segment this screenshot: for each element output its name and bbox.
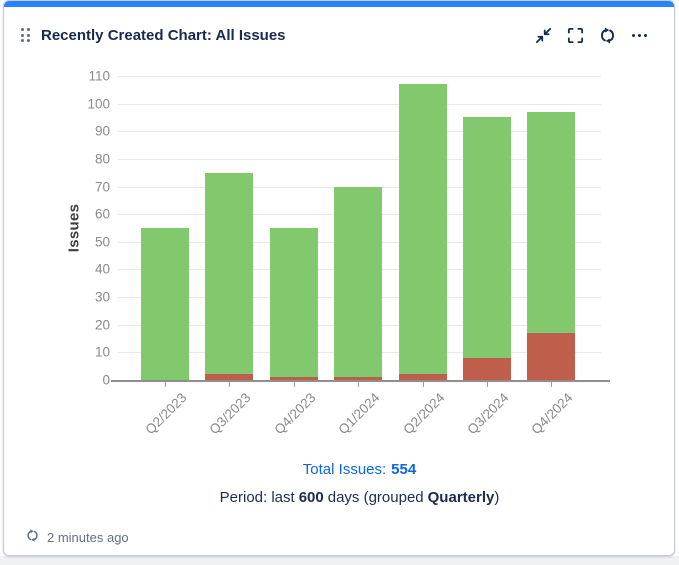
x-tick — [229, 382, 231, 387]
bar-segment-green[interactable] — [141, 228, 189, 380]
y-tick-label: 0 — [102, 372, 110, 388]
period-text: ) — [494, 489, 500, 506]
x-tick-label: Q1/2024 — [335, 390, 383, 438]
gadget-title: Recently Created Chart: All Issues — [41, 26, 286, 44]
ellipsis-icon — [631, 33, 647, 37]
x-tick-label: Q4/2024 — [528, 390, 576, 438]
total-issues-link[interactable]: Total Issues: 554 — [118, 461, 601, 478]
y-tick-label: 20 — [94, 317, 110, 333]
x-tick — [551, 382, 553, 387]
y-gridline — [118, 76, 601, 77]
x-tick — [165, 382, 166, 387]
period-grouping-value: Quarterly — [427, 489, 495, 506]
drag-handle-icon[interactable] — [21, 28, 30, 42]
period-text: days (grouped — [327, 489, 424, 506]
bar-segment-green[interactable] — [269, 228, 318, 378]
y-tick-label: 70 — [94, 179, 110, 195]
bar-segment-green[interactable] — [205, 172, 254, 375]
refresh-button[interactable] — [596, 24, 618, 46]
y-tick-label: 30 — [94, 289, 110, 305]
y-gridline — [118, 103, 601, 105]
bar-segment-red[interactable] — [334, 377, 383, 380]
gadget-header: Recently Created Chart: All Issues — [21, 22, 650, 48]
y-tick-label: 90 — [94, 123, 110, 139]
y-tick-label: 40 — [94, 261, 110, 277]
last-refreshed-status: 2 minutes ago — [25, 528, 129, 546]
chart-plot-area: Issues 0 10 20 30 40 50 60 70 80 90 100 110 Q2/2023 Q… — [4, 1, 674, 555]
y-gridline — [118, 131, 601, 133]
y-gridline — [118, 158, 601, 160]
last-refreshed-text: 2 minutes ago — [47, 529, 129, 545]
y-tick-label: 110 — [88, 68, 110, 84]
collapse-arrows-icon — [534, 26, 553, 45]
x-tick-label: Q3/2024 — [464, 390, 512, 438]
x-tick — [487, 382, 488, 387]
x-tick-label: Q4/2023 — [271, 390, 319, 438]
gadget-card: Recently Created Chart: All Issues — [3, 0, 675, 556]
x-tick — [358, 382, 360, 387]
y-tick-label: 60 — [94, 206, 110, 222]
y-tick-label: 10 — [94, 344, 110, 360]
x-tick-label: Q2/2024 — [399, 390, 448, 438]
y-tick-label: 80 — [94, 151, 110, 167]
total-issues-value: 554 — [391, 461, 417, 478]
bar-segment-green[interactable] — [398, 84, 447, 375]
refresh-icon — [598, 26, 617, 45]
period-text: Period: last — [219, 489, 295, 506]
x-tick-label: Q3/2023 — [206, 390, 254, 438]
bar-segment-green[interactable] — [527, 111, 576, 333]
x-tick — [422, 382, 424, 387]
y-tick-label: 50 — [94, 234, 110, 250]
bar-segment-red[interactable] — [205, 374, 254, 380]
x-tick-label: Q2/2023 — [142, 390, 190, 438]
fullscreen-brackets-icon — [566, 26, 585, 45]
bar-segment-red[interactable] — [527, 333, 576, 380]
x-axis-line — [111, 380, 610, 382]
period-summary: Period: last 600 days (grouped Quarterly) — [118, 489, 601, 506]
fullscreen-button[interactable] — [564, 24, 586, 46]
gadget-accent-bar — [4, 1, 674, 7]
minimize-button[interactable] — [532, 24, 554, 46]
bar-segment-green[interactable] — [463, 117, 511, 358]
total-issues-label: Total Issues: — [302, 461, 387, 478]
more-menu-button[interactable] — [628, 24, 650, 46]
bar-segment-green[interactable] — [334, 186, 383, 378]
bar-segment-red[interactable] — [269, 377, 318, 380]
bar-segment-red[interactable] — [398, 374, 447, 380]
y-tick-label: 100 — [87, 96, 110, 112]
page-background-strip — [0, 556, 679, 565]
x-tick — [293, 382, 295, 387]
refresh-status-icon[interactable] — [25, 528, 40, 546]
bar-segment-red[interactable] — [463, 357, 511, 380]
period-days-value: 600 — [298, 489, 324, 506]
